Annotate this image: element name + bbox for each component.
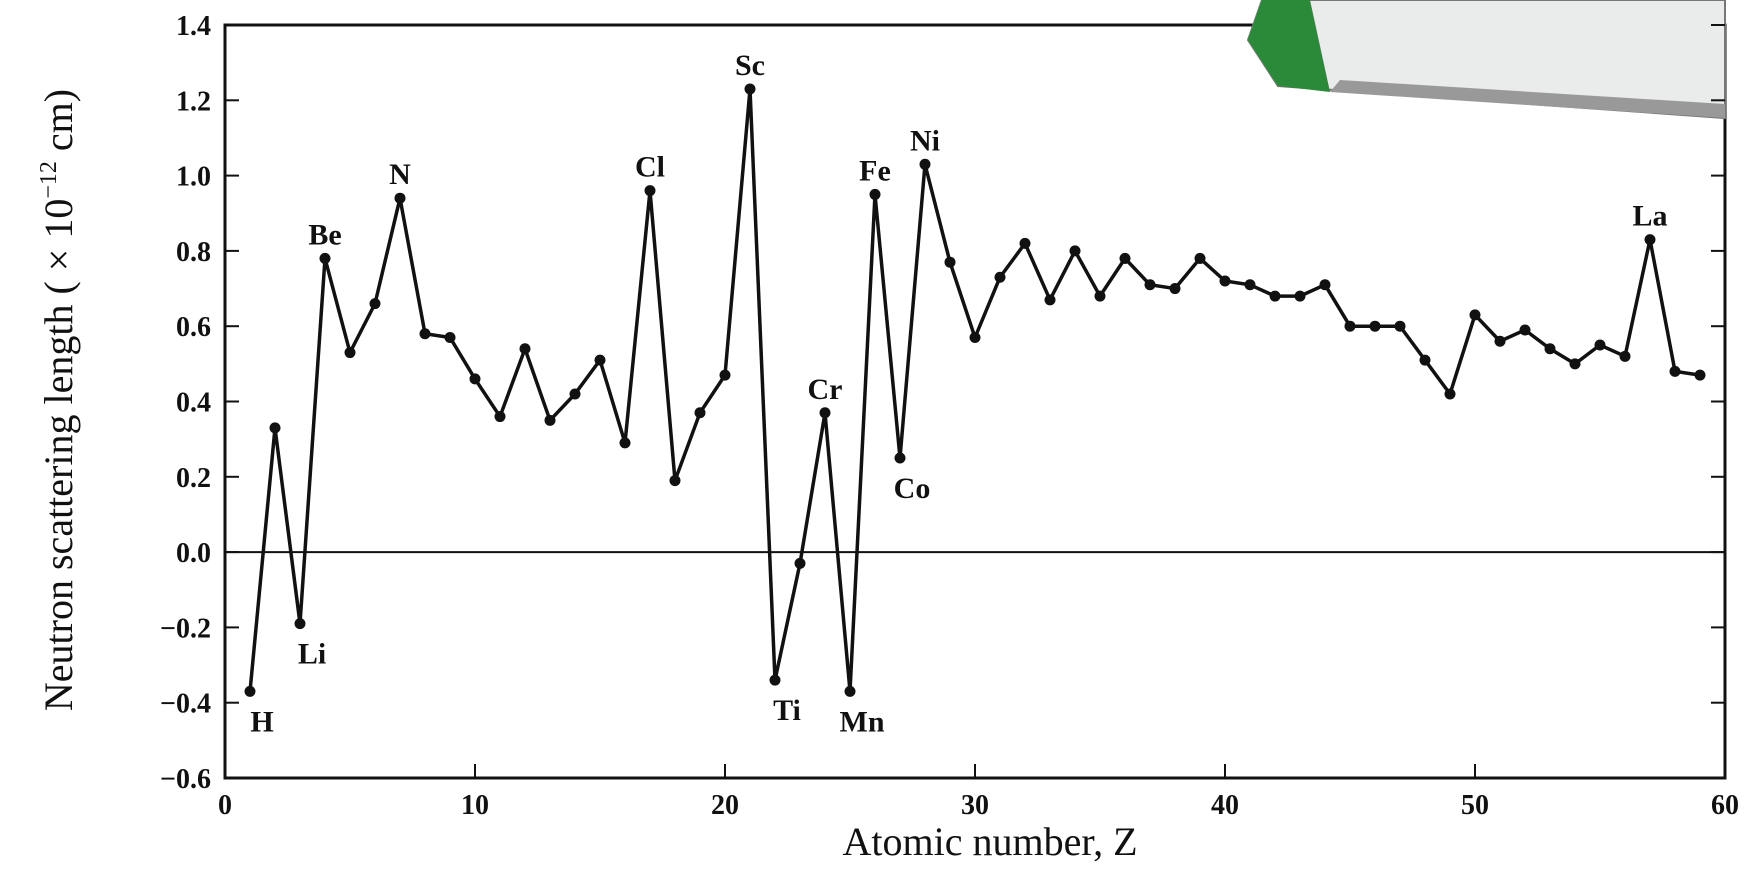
annotation: La [1632,200,1667,233]
data-point [394,192,406,204]
y-tick-label: −0.6 [160,764,211,795]
x-tick-label: 10 [461,790,489,821]
data-point [1019,237,1031,249]
data-point [944,256,956,268]
data-point [319,252,331,264]
x-tick-label: 0 [218,790,232,821]
data-point [719,369,731,381]
annotation: Co [894,472,931,505]
data-point [1244,279,1256,291]
data-point [994,271,1006,283]
y-tick-label: 0.0 [176,538,211,569]
data-point [794,557,806,569]
data-point [544,414,556,426]
data-point [294,618,306,630]
book-image [1246,0,1726,120]
annotation: Li [298,638,326,671]
data-point [644,185,656,197]
data-point [1219,275,1231,287]
annotation: Ti [773,694,801,727]
y-tick-label: −0.4 [160,689,211,720]
data-point [244,685,256,697]
x-axis-label: Atomic number, Z [843,819,1138,864]
data-point [569,388,581,400]
annotation: Be [308,218,341,251]
data-point [1694,369,1706,381]
data-point [1544,343,1556,355]
data-point [1519,324,1531,336]
data-point [419,328,431,340]
data-point [1344,320,1356,332]
y-axis-label: Neutron scattering length ( × 10−12 cm) [36,89,81,711]
y-tick-label: 1.2 [176,86,211,117]
data-point [344,347,356,359]
data-point [1494,335,1506,347]
annotation: H [250,705,273,738]
y-tick-label: 1.0 [176,162,211,193]
y-tick-label: 0.6 [176,312,211,343]
data-point [469,373,481,385]
data-point [1444,388,1456,400]
data-point [444,331,456,343]
data-point [369,298,381,310]
data-point [1294,290,1306,302]
y-tick-label: 0.2 [176,463,211,494]
annotation: Sc [735,49,765,82]
y-tick-label: 0.8 [176,237,211,268]
data-point [744,83,756,95]
data-point [1469,309,1481,321]
data-point [1094,290,1106,302]
y-tick-label: 1.4 [176,11,211,42]
x-tick-label: 30 [961,790,989,821]
x-tick-label: 60 [1711,790,1739,821]
data-point [1069,245,1081,257]
data-point [694,407,706,419]
data-point [669,475,681,487]
data-point [1144,279,1156,291]
annotation: Cr [808,373,843,406]
data-point [1619,350,1631,362]
data-point [869,188,881,200]
data-point [519,343,531,355]
data-point [844,685,856,697]
data-point [1419,354,1431,366]
data-point [1044,294,1056,306]
data-point [1594,339,1606,351]
data-point [1269,290,1281,302]
annotation: Ni [910,124,940,157]
data-point [619,437,631,449]
x-tick-label: 40 [1211,790,1239,821]
plot-frame [223,23,1727,780]
y-tick-label: 0.4 [176,388,211,419]
data-point [1569,358,1581,370]
data-point [769,674,781,686]
data-point [819,407,831,419]
data-point [269,422,281,434]
x-tick-label: 20 [711,790,739,821]
data-point [919,158,931,170]
data-point [1319,279,1331,291]
annotation: Mn [840,705,885,738]
data-point [1194,252,1206,264]
data-point [894,452,906,464]
data-point [969,331,981,343]
data-point [1169,283,1181,295]
data-point [1669,365,1681,377]
annotation: N [389,158,411,191]
y-axis-label-exponent: −12 [36,161,62,199]
data-point [1644,234,1656,246]
data-point [494,411,506,423]
annotation: Fe [859,154,891,187]
data-point [1119,252,1131,264]
y-tick-label: −0.2 [160,613,211,644]
data-point [594,354,606,366]
y-axis-label-end: cm) [36,89,81,161]
x-tick-label: 50 [1461,790,1489,821]
data-point [1394,320,1406,332]
y-axis-label-main: Neutron scattering length ( × 10 [36,199,81,711]
annotation: Cl [635,151,665,184]
data-point [1369,320,1381,332]
data-line [248,88,1701,692]
